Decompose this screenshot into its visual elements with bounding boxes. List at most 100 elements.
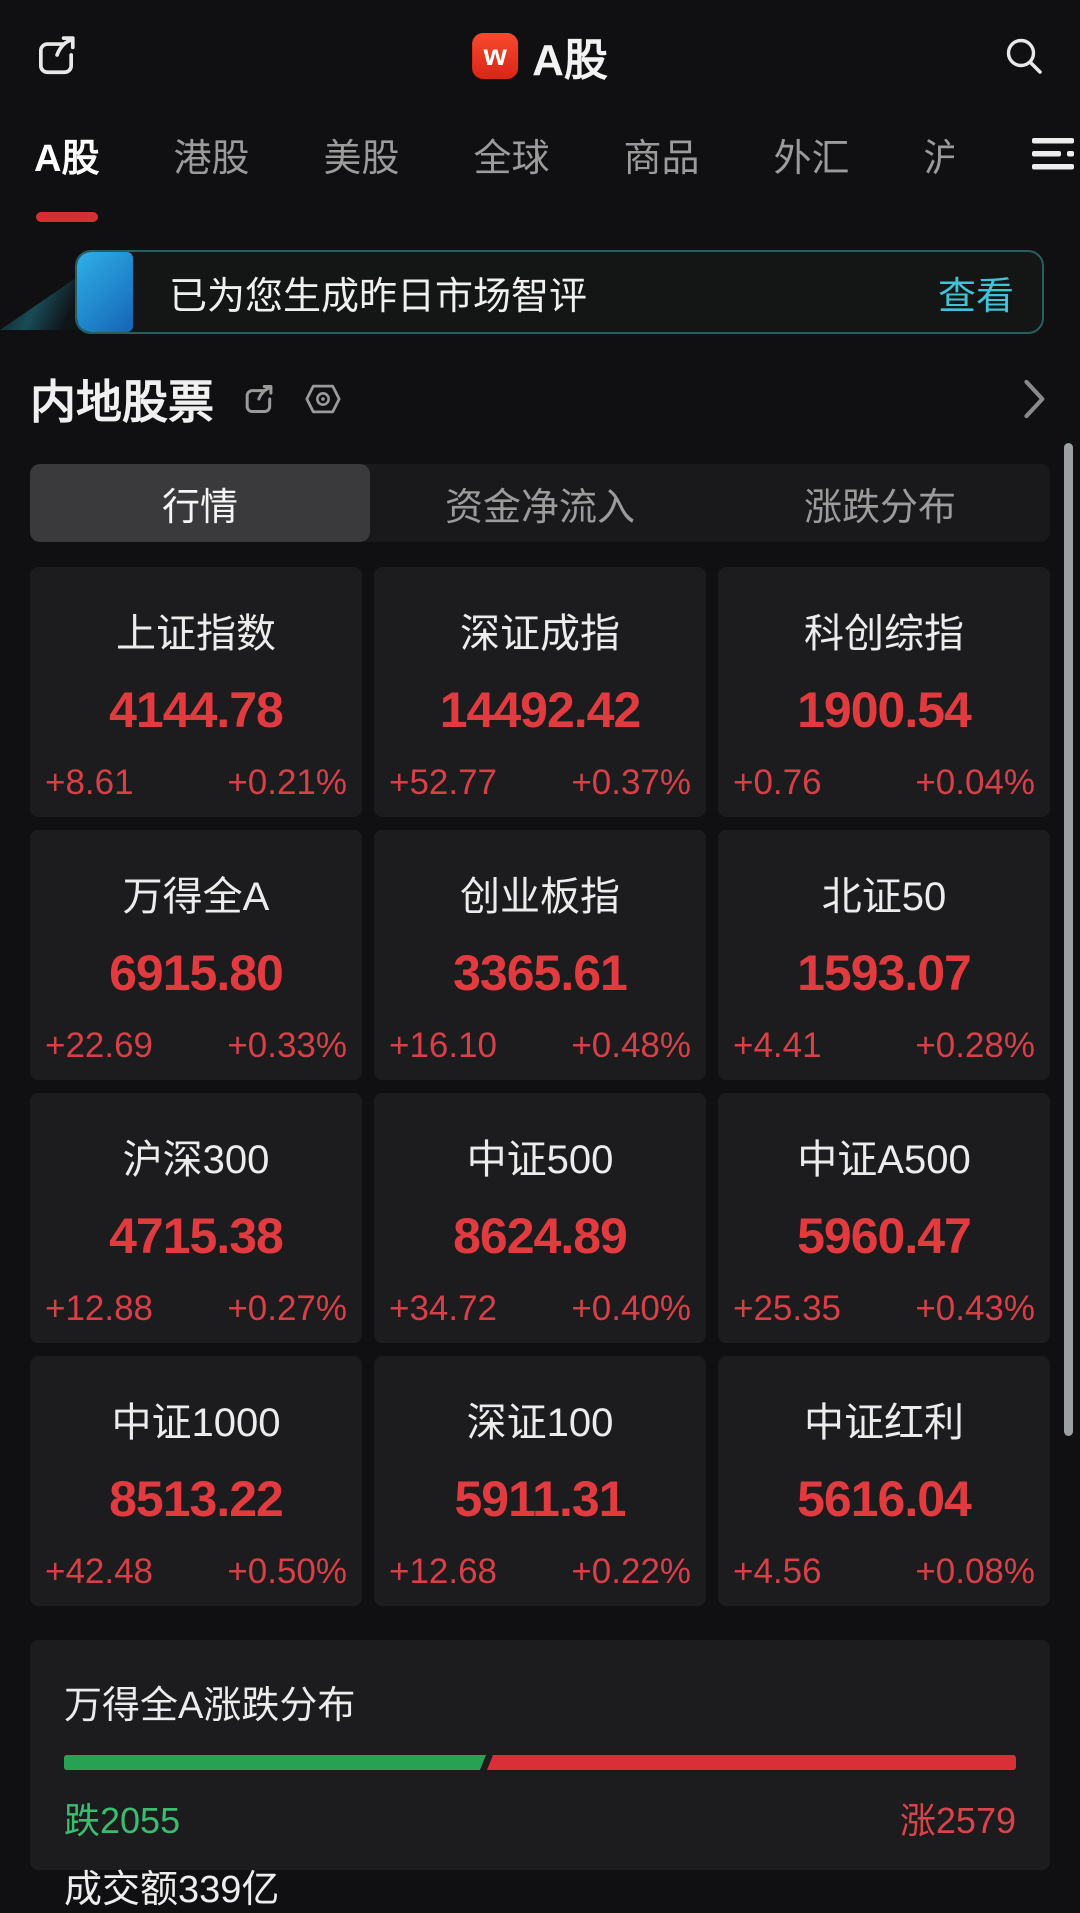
- distribution-card[interactable]: 万得全A涨跌分布 跌2055 涨2579 成交额339亿: [30, 1640, 1050, 1911]
- nav-tab-全球[interactable]: 全球: [473, 137, 550, 180]
- index-name: 中证红利: [804, 1401, 964, 1445]
- index-name: 深证100: [466, 1401, 614, 1445]
- index-change-percent: +0.28%: [915, 1026, 1035, 1065]
- index-name: 中证500: [466, 1138, 614, 1182]
- index-value: 4144.78: [109, 682, 284, 738]
- index-change-percent: +0.50%: [227, 1552, 347, 1591]
- index-change: +25.35: [733, 1289, 842, 1328]
- nav-tab-商品[interactable]: 商品: [623, 137, 700, 180]
- index-card[interactable]: 创业板指 3365.61 +16.10 +0.48%: [374, 830, 706, 1080]
- menu-icon: [1028, 132, 1080, 176]
- smart-review-banner[interactable]: 已为您生成昨日市场智评 查看: [75, 250, 1044, 334]
- nav-tab-港股[interactable]: 港股: [173, 137, 250, 180]
- index-card[interactable]: 中证500 8624.89 +34.72 +0.40%: [374, 1093, 706, 1343]
- app-header: w A股: [0, 0, 1080, 112]
- view-tab-行情[interactable]: 行情: [30, 464, 370, 542]
- section-share-button[interactable]: [238, 379, 278, 419]
- index-name: 万得全A: [122, 875, 270, 919]
- index-card[interactable]: 沪深300 4715.38 +12.88 +0.27%: [30, 1093, 362, 1343]
- index-value: 5911.31: [454, 1471, 627, 1527]
- index-change-percent: +0.43%: [915, 1289, 1035, 1328]
- index-change: +16.10: [389, 1026, 498, 1065]
- index-card[interactable]: 北证50 1593.07 +4.41 +0.28%: [718, 830, 1050, 1080]
- index-card[interactable]: 深证100 5911.31 +12.68 +0.22%: [374, 1356, 706, 1606]
- index-value: 14492.42: [439, 682, 642, 738]
- nav-more-button[interactable]: [1028, 132, 1080, 176]
- index-card[interactable]: 中证A500 5960.47 +25.35 +0.43%: [718, 1093, 1050, 1343]
- index-name: 创业板指: [460, 875, 620, 919]
- index-card[interactable]: 科创综指 1900.54 +0.76 +0.04%: [718, 567, 1050, 817]
- index-change: +4.56: [733, 1552, 822, 1591]
- nav-tab-美股[interactable]: 美股: [323, 137, 400, 180]
- view-tab-bar: 行情 资金净流入 涨跌分布: [30, 464, 1050, 542]
- index-change-percent: +0.48%: [571, 1026, 691, 1065]
- section-title: 内地股票: [30, 376, 214, 428]
- banner-accent-block: [77, 252, 133, 332]
- view-tab-资金净流入[interactable]: 资金净流入: [444, 486, 635, 529]
- index-value: 5616.04: [797, 1471, 972, 1527]
- index-value: 5960.47: [797, 1208, 972, 1264]
- index-card[interactable]: 上证指数 4144.78 +8.61 +0.21%: [30, 567, 362, 817]
- index-card[interactable]: 深证成指 14492.42 +52.77 +0.37%: [374, 567, 706, 817]
- index-card[interactable]: 中证红利 5616.04 +4.56 +0.08%: [718, 1356, 1050, 1606]
- market-nav-tabs: A股 港股 美股 全球 商品 外汇 沪: [0, 112, 1080, 196]
- nav-tab-A股[interactable]: A股: [34, 127, 99, 182]
- index-name: 中证A500: [797, 1138, 971, 1182]
- index-change: +12.68: [389, 1552, 498, 1591]
- index-change: +42.48: [45, 1552, 154, 1591]
- index-change-percent: +0.40%: [571, 1289, 691, 1328]
- search-icon: [1000, 32, 1048, 80]
- index-change-percent: +0.22%: [571, 1552, 691, 1591]
- share-icon: [30, 30, 82, 82]
- index-name: 深证成指: [460, 612, 620, 656]
- index-change: +0.76: [733, 763, 822, 802]
- index-value: 1593.07: [797, 945, 972, 1001]
- index-change-percent: +0.33%: [227, 1026, 347, 1065]
- index-card[interactable]: 万得全A 6915.80 +22.69 +0.33%: [30, 830, 362, 1080]
- index-change: +8.61: [45, 763, 134, 802]
- index-change-percent: +0.27%: [227, 1289, 347, 1328]
- share-button[interactable]: [30, 30, 82, 82]
- index-change: +22.69: [45, 1026, 154, 1065]
- header-title-group: w A股: [472, 24, 608, 88]
- banner-view-link[interactable]: 查看: [937, 275, 1014, 318]
- banner-message: 已为您生成昨日市场智评: [169, 275, 588, 318]
- index-value: 3365.61: [453, 945, 628, 1001]
- index-value: 8624.89: [453, 1208, 628, 1264]
- distribution-title: 万得全A涨跌分布: [64, 1685, 356, 1727]
- index-name: 北证50: [821, 875, 947, 919]
- scrollbar-thumb[interactable]: [1064, 443, 1073, 1436]
- decliners-count: 跌2055: [64, 1800, 181, 1841]
- index-change: +34.72: [389, 1289, 498, 1328]
- decline-bar-segment: [64, 1755, 486, 1770]
- wind-logo: w: [472, 33, 519, 79]
- index-change-percent: +0.08%: [915, 1552, 1035, 1591]
- index-name: 科创综指: [804, 612, 964, 656]
- index-change-percent: +0.21%: [227, 763, 347, 802]
- index-change: +12.88: [45, 1289, 154, 1328]
- index-change-percent: +0.37%: [571, 763, 691, 802]
- search-button[interactable]: [998, 30, 1050, 82]
- advance-decline-bar: [64, 1755, 1016, 1770]
- index-change-percent: +0.04%: [915, 763, 1035, 802]
- index-name: 上证指数: [116, 612, 276, 656]
- section-more-button[interactable]: [1020, 377, 1050, 421]
- section-config-button[interactable]: [302, 379, 344, 419]
- smart-review-banner-area: 已为您生成昨日市场智评 查看: [0, 250, 1080, 334]
- turnover-text: 成交额339亿: [64, 1869, 280, 1911]
- nav-tab-外汇[interactable]: 外汇: [773, 137, 850, 180]
- index-value: 8513.22: [109, 1471, 284, 1527]
- view-tab-涨跌分布[interactable]: 涨跌分布: [803, 486, 956, 529]
- index-change: +4.41: [733, 1026, 822, 1065]
- index-change: +52.77: [389, 763, 498, 802]
- index-value: 1900.54: [797, 682, 972, 738]
- chevron-right-icon: [1020, 377, 1050, 421]
- advancers-count: 涨2579: [899, 1800, 1016, 1841]
- nav-tab-沪[interactable]: 沪: [923, 137, 954, 180]
- index-value: 4715.38: [109, 1208, 284, 1264]
- index-value: 6915.80: [109, 945, 284, 1001]
- share-icon: [238, 379, 278, 419]
- hexagon-target-icon: [302, 379, 344, 419]
- index-grid: 上证指数 4144.78 +8.61 +0.21% 深证成指 14492.42 …: [0, 567, 1080, 1606]
- index-card[interactable]: 中证1000 8513.22 +42.48 +0.50%: [30, 1356, 362, 1606]
